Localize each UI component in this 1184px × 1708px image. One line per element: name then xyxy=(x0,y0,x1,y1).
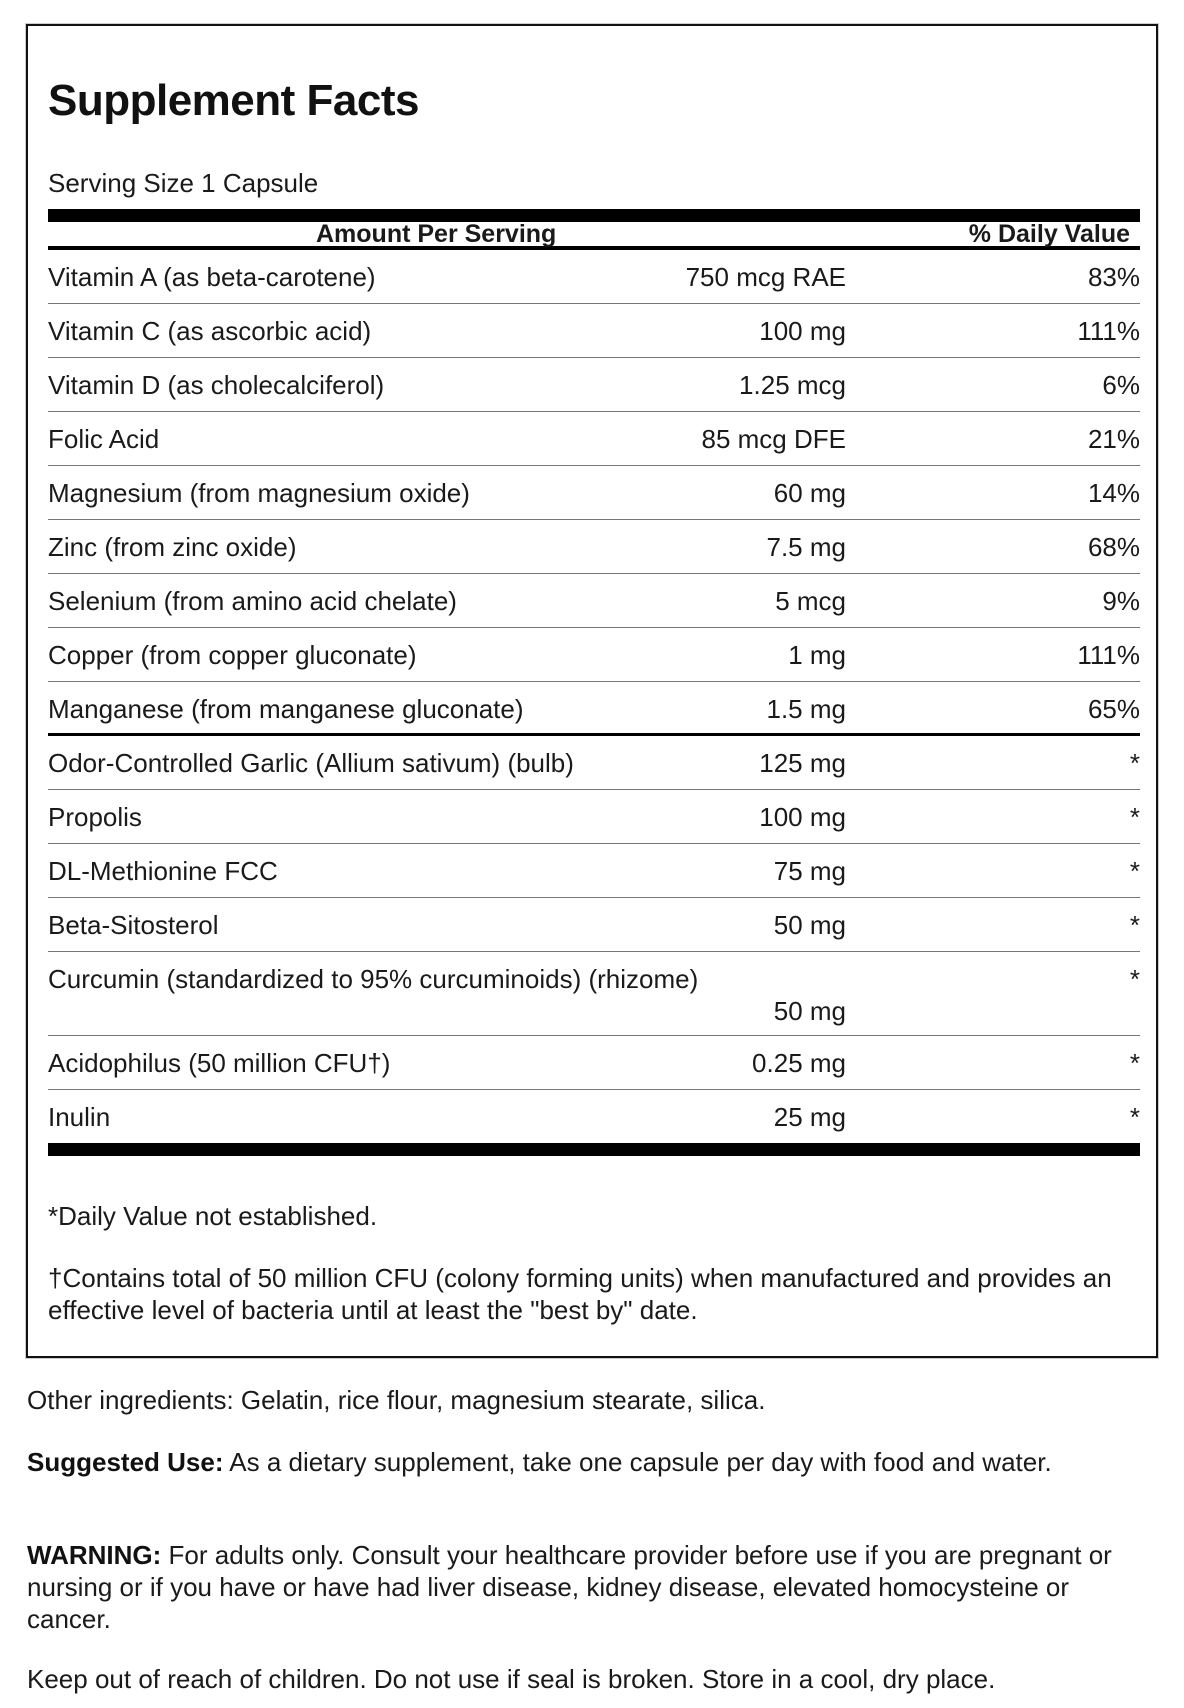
header-daily-value: % Daily Value xyxy=(968,220,1130,248)
daily-value: 111% xyxy=(1077,316,1140,346)
table-row: Manganese (from manganese gluconate) 1.5 … xyxy=(48,682,1140,736)
suggested-use-text: As a dietary supplement, take one capsul… xyxy=(223,1447,1052,1477)
ingredient-amount: 125 mg xyxy=(759,748,846,778)
ingredient-name: Propolis xyxy=(48,802,142,832)
ingredient-amount: 50 mg xyxy=(773,910,846,940)
suggested-use-label: Suggested Use: xyxy=(27,1447,224,1477)
table-row: DL-Methionine FCC 75 mg * xyxy=(48,844,1140,898)
table-row: Zinc (from zinc oxide) 7.5 mg 68% xyxy=(48,520,1140,574)
ingredient-amount: 85 mcg DFE xyxy=(701,424,847,454)
daily-value: * xyxy=(1129,910,1140,940)
table-row: Inulin 25 mg * xyxy=(48,1090,1140,1143)
other-ingredients: Other ingredients: Gelatin, rice flour, … xyxy=(27,1385,766,1415)
ingredient-name: Acidophilus (50 million CFU†) xyxy=(48,1048,391,1078)
ingredient-amount: 60 mg xyxy=(773,478,846,508)
facts-table: Amount Per Serving % Daily Value Vitamin… xyxy=(48,209,1140,1156)
daily-value: * xyxy=(1129,1048,1140,1078)
warning-text: For adults only. Consult your healthcare… xyxy=(27,1540,1112,1634)
ingredient-name: Inulin xyxy=(48,1102,111,1132)
footnote-cfu: †Contains total of 50 million CFU (colon… xyxy=(48,1263,1112,1325)
daily-value: * xyxy=(1129,802,1140,832)
ingredient-name: Zinc (from zinc oxide) xyxy=(48,532,297,562)
table-row: Vitamin A (as beta-carotene) 750 mcg RAE 8… xyxy=(48,250,1140,304)
daily-value: 21% xyxy=(1087,424,1140,454)
ingredient-amount: 750 mcg RAE xyxy=(685,262,846,292)
table-row: Folic Acid 85 mcg DFE 21% xyxy=(48,412,1140,466)
table-row: Vitamin D (as cholecalciferol) 1.25 mcg 6% xyxy=(48,358,1140,412)
ingredient-name: DL-Methionine FCC xyxy=(48,856,278,886)
panel-title: Supplement Facts xyxy=(48,76,419,125)
ingredient-name: Folic Acid xyxy=(48,424,160,454)
table-row: Vitamin C (as ascorbic acid) 100 mg 111% xyxy=(48,304,1140,358)
ingredient-name: Curcumin (standardized to 95% curcuminoi… xyxy=(48,964,699,994)
table-row: Beta-Sitosterol 50 mg * xyxy=(48,898,1140,952)
warning: WARNING: For adults only. Consult your h… xyxy=(27,1539,1137,1635)
ingredient-name: Odor-Controlled Garlic (Allium sativum) … xyxy=(48,748,574,778)
serving-size: Serving Size 1 Capsule xyxy=(48,168,319,198)
header-amount: Amount Per Serving xyxy=(316,220,557,248)
ingredient-amount: 7.5 mg xyxy=(766,532,847,562)
table-row: Selenium (from amino acid chelate) 5 mcg 9… xyxy=(48,574,1140,628)
warning-label: WARNING: xyxy=(27,1540,162,1570)
ingredient-name: Magnesium (from magnesium oxide) xyxy=(48,478,470,508)
table-row: Odor-Controlled Garlic (Allium sativum) … xyxy=(48,736,1140,790)
ingredient-amount: 5 mcg xyxy=(775,586,846,616)
storage-note: Keep out of reach of children. Do not us… xyxy=(27,1664,996,1694)
table-row: Acidophilus (50 million CFU†) 0.25 mg * xyxy=(48,1036,1140,1090)
daily-value: 6% xyxy=(1102,370,1140,400)
table-row: Magnesium (from magnesium oxide) 60 mg 14% xyxy=(48,466,1140,520)
divider-bar xyxy=(48,209,1140,222)
daily-value: * xyxy=(1129,1102,1140,1132)
ingredient-amount: 1.25 mcg xyxy=(739,370,846,400)
daily-value: 83% xyxy=(1087,262,1140,292)
daily-value: 111% xyxy=(1077,640,1140,670)
table-row: Copper (from copper gluconate) 1 mg 111% xyxy=(48,628,1140,682)
footnote-dv: *Daily Value not established. xyxy=(48,1201,378,1231)
ingredient-name: Vitamin D (as cholecalciferol) xyxy=(48,370,385,400)
ingredient-name: Vitamin C (as ascorbic acid) xyxy=(48,316,372,346)
table-row: Curcumin (standardized to 95% curcuminoi… xyxy=(48,952,1140,1036)
ingredient-name: Beta-Sitosterol xyxy=(48,910,219,940)
table-row: Propolis 100 mg * xyxy=(48,790,1140,844)
ingredient-name: Vitamin A (as beta-carotene) xyxy=(48,262,376,292)
supplement-facts-panel: Supplement Facts Serving Size 1 Capsule … xyxy=(26,24,1158,1358)
ingredient-amount: 0.25 mg xyxy=(752,1048,846,1078)
ingredient-amount: 1.5 mg xyxy=(766,694,847,724)
ingredient-name: Selenium (from amino acid chelate) xyxy=(48,586,457,616)
ingredient-name: Copper (from copper gluconate) xyxy=(48,640,417,670)
ingredient-amount: 50 mg xyxy=(773,996,846,1026)
daily-value: * xyxy=(1129,856,1140,886)
daily-value: 65% xyxy=(1087,694,1140,724)
ingredient-name: Manganese (from manganese gluconate) xyxy=(48,694,524,724)
ingredient-amount: 75 mg xyxy=(773,856,846,886)
suggested-use: Suggested Use: As a dietary supplement, … xyxy=(27,1446,1137,1478)
ingredient-amount: 100 mg xyxy=(759,316,846,346)
divider-bar xyxy=(48,1143,1140,1156)
daily-value: 14% xyxy=(1087,478,1140,508)
daily-value: * xyxy=(1129,748,1140,778)
ingredient-amount: 25 mg xyxy=(773,1102,846,1132)
daily-value: * xyxy=(1129,964,1140,994)
table-header: Amount Per Serving % Daily Value xyxy=(48,220,1140,250)
daily-value: 68% xyxy=(1087,532,1140,562)
ingredient-amount: 100 mg xyxy=(759,802,846,832)
daily-value: 9% xyxy=(1102,586,1140,616)
ingredient-amount: 1 mg xyxy=(788,640,846,670)
